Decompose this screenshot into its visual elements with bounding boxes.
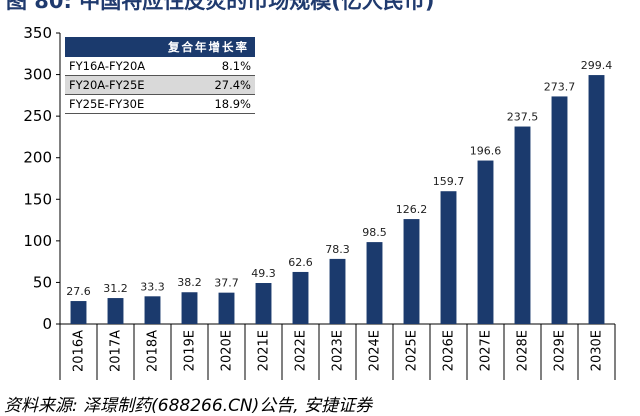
bar [329,258,346,324]
bar-chart: 27.6 31.2 33.3 38.2 37.7 49.3 62.6 78.3 98.5 126.… [23,24,616,380]
y-tick-label: 300 [23,66,52,84]
cagr-table-row: FY20A-FY25E 27.4% [65,75,255,95]
y-tick-label: 350 [23,24,52,42]
bar [181,292,198,324]
x-tick-label: 2018A [146,330,161,372]
bar [403,219,420,324]
chart-x-ticks: 2016A 2017A 2018A 2019E 2020E 2021E 2022E 2023E… [59,324,616,380]
bar [477,160,494,324]
data-label: 31.2 [103,282,128,295]
cagr-period: FY20A-FY25E [65,75,190,95]
data-label: 98.5 [362,226,387,239]
bar [366,242,383,324]
cagr-value: 8.1% [189,57,255,76]
data-label: 27.6 [66,285,91,298]
chart-bars [70,75,605,325]
x-tick-label: 2030E [590,330,605,371]
x-tick-label: 2020E [220,330,235,371]
x-tick-label: 2026E [442,330,457,371]
cagr-table-row: FY16A-FY20A 8.1% [65,57,255,76]
cagr-period: FY25E-FY30E [65,94,190,114]
y-tick-label: 150 [23,190,52,208]
x-tick-label: 2019E [183,330,198,371]
y-tick-label: 0 [42,315,52,333]
bar [107,298,124,324]
data-label: 38.2 [177,276,202,289]
bar [588,75,605,324]
bar [255,283,272,324]
bar [144,296,161,324]
chart-y-ticks: 0 50 100 150 200 250 300 350 [23,24,60,333]
data-label: 62.6 [288,256,313,269]
data-label: 37.7 [214,277,239,290]
figure-title: 图 80: 中国特应性皮炎的市场规模(亿人民币) [6,0,435,13]
y-tick-label: 50 [33,273,52,291]
y-tick-label: 250 [23,107,52,125]
bar [551,96,568,324]
x-tick-label: 2016A [72,330,87,372]
bar [70,301,87,324]
data-label: 78.3 [325,243,350,256]
data-label: 237.5 [507,111,539,124]
x-tick-label: 2023E [331,330,346,371]
x-tick-label: 2022E [294,330,309,371]
cagr-value: 18.9% [189,94,255,114]
bar [292,271,309,324]
x-tick-label: 2028E [516,330,531,371]
data-label: 273.7 [544,80,576,93]
x-tick-label: 2025E [405,330,420,371]
x-tick-label: 2029E [553,330,568,371]
y-tick-label: 100 [23,232,52,250]
x-tick-label: 2024E [368,330,383,371]
chart-data-labels: 27.6 31.2 33.3 38.2 37.7 49.3 62.6 78.3 98.5 126.… [66,59,612,298]
x-tick-label: 2021E [257,330,272,371]
cagr-table-header: 复合年增长率 [65,37,255,57]
bar [514,126,531,325]
cagr-table: 复合年增长率 FY16A-FY20A 8.1% FY20A-FY25E 27.4… [65,37,255,114]
data-label: 299.4 [581,59,613,72]
x-tick-label: 2017A [109,330,124,372]
cagr-period: FY16A-FY20A [65,57,190,76]
x-tick-label: 2027E [479,330,494,371]
data-label: 33.3 [140,280,165,293]
data-label: 159.7 [433,175,465,188]
cagr-value: 27.4% [189,75,255,95]
data-label: 196.6 [470,145,502,158]
source-note: 资料来源: 泽璟制药(688266.CN)公告, 安捷证券 [4,396,373,416]
bar [440,191,457,324]
bar [218,292,235,324]
cagr-table-row: FY25E-FY30E 18.9% [65,94,255,114]
y-tick-label: 200 [23,149,52,167]
data-label: 126.2 [396,203,428,216]
data-label: 49.3 [251,267,276,280]
